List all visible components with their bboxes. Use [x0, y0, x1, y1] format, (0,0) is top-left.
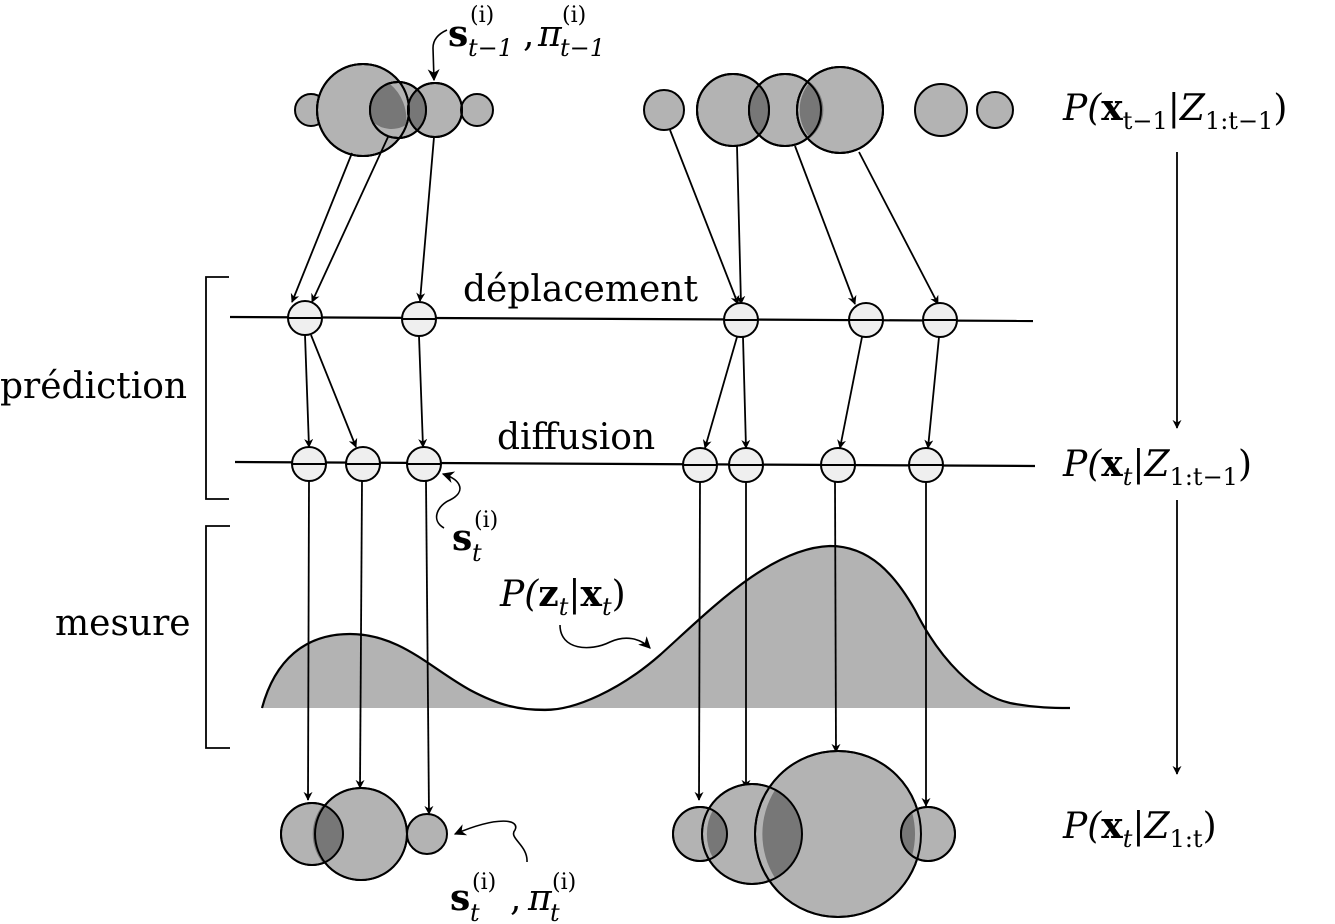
svg-text:t−1: t−1	[468, 34, 513, 62]
svg-text:t: t	[472, 539, 482, 567]
likelihood-outline	[260, 544, 1071, 712]
diffusion-label: diffusion	[497, 417, 655, 458]
posterior-overlaps	[312, 790, 915, 878]
prior-particle	[460, 93, 494, 127]
posterior-particle	[406, 813, 448, 855]
drift-arrows	[290, 129, 939, 305]
likelihood-curve	[262, 546, 1070, 710]
deplacement-line	[229, 315, 1034, 323]
svg-text:π: π	[537, 14, 563, 55]
measure-arrows	[303, 480, 931, 815]
mesure-label: mesure	[55, 603, 191, 644]
svg-text:,: ,	[523, 14, 534, 55]
svg-text:s: s	[450, 877, 470, 919]
svg-text:(i): (i)	[552, 870, 576, 895]
svg-text:t: t	[550, 899, 560, 924]
likelihood-pointer	[559, 624, 651, 649]
mesure-bracket	[205, 525, 230, 749]
prior-particle	[643, 89, 685, 131]
svg-text:t−1: t−1	[560, 34, 605, 62]
svg-text:t: t	[470, 899, 480, 924]
diffusion-arrows	[304, 334, 940, 449]
post-sample-pointer	[453, 820, 528, 863]
svg-text:π: π	[527, 878, 553, 919]
posterior-particles	[280, 750, 956, 918]
svg-text:(i): (i)	[472, 870, 496, 895]
deplacement-label: déplacement	[463, 269, 698, 310]
prev-sample-pointer	[427, 29, 448, 82]
prior-distribution-label: P(xt−1|Z1:t−1)	[1062, 87, 1287, 135]
prediction-bracket	[205, 276, 229, 500]
predicted-distribution-label: P(xt|Z1:t−1)	[1062, 443, 1252, 491]
pred-sample-pointer	[435, 471, 461, 529]
svg-text:(i): (i)	[562, 3, 586, 28]
pred-sample-label: s (i) t	[452, 508, 498, 567]
prediction-label: prédiction	[0, 366, 187, 407]
posterior-distribution-label: P(xt|Z1:t)	[1062, 805, 1217, 853]
svg-text:s: s	[448, 13, 468, 55]
prev-sample-label: s (i) t−1 , π (i) t−1	[448, 3, 605, 62]
svg-text:(i): (i)	[474, 508, 498, 533]
likelihood-label: P(zt|xt)	[499, 573, 626, 621]
svg-text:,: ,	[510, 878, 521, 919]
prior-particle	[914, 83, 968, 137]
svg-text:s: s	[452, 517, 472, 559]
prior-particle	[976, 91, 1014, 129]
post-sample-label: s (i) t , π (i) t	[450, 870, 576, 924]
svg-text:(i): (i)	[470, 3, 494, 28]
